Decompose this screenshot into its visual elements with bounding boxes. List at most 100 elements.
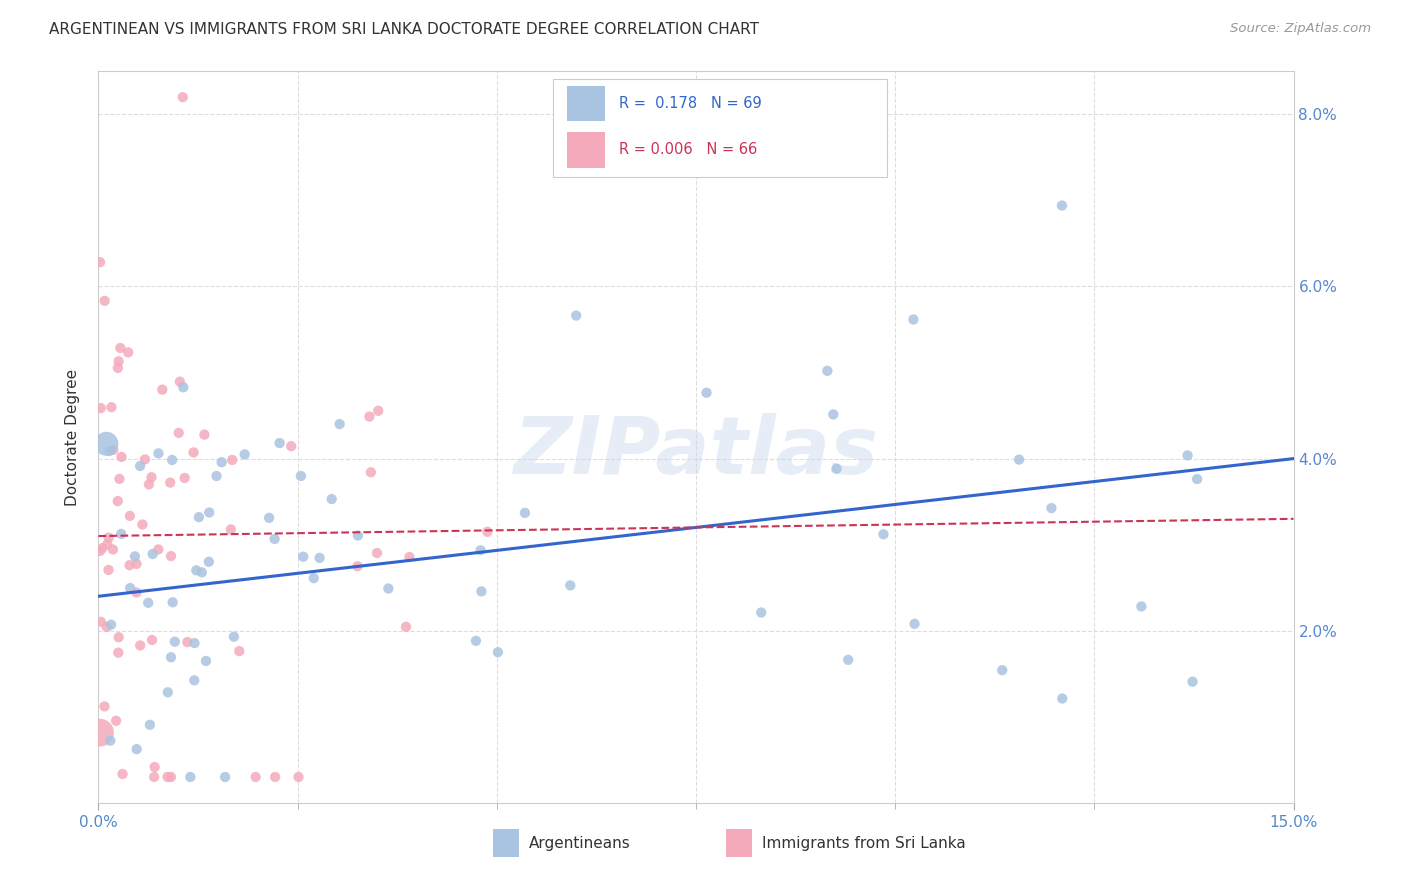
- Point: [219, 522, 242, 536]
- Text: R = 0.006   N = 66: R = 0.006 N = 66: [620, 143, 758, 158]
- Point: [211, 455, 233, 469]
- Point: [156, 685, 179, 699]
- FancyBboxPatch shape: [553, 78, 887, 178]
- Point: [148, 446, 170, 460]
- Point: [103, 442, 125, 457]
- Point: [172, 90, 194, 104]
- Point: [100, 617, 122, 632]
- Point: [290, 469, 312, 483]
- Point: [269, 436, 291, 450]
- Point: [101, 542, 124, 557]
- Point: [398, 549, 420, 564]
- Point: [98, 444, 121, 458]
- Point: [186, 563, 208, 577]
- Point: [214, 770, 236, 784]
- Point: [228, 644, 250, 658]
- Point: [903, 312, 925, 326]
- Point: [1040, 501, 1063, 516]
- Point: [179, 770, 201, 784]
- Point: [163, 634, 186, 648]
- Point: [172, 380, 194, 394]
- Point: [125, 585, 148, 599]
- Point: [565, 309, 588, 323]
- Point: [96, 437, 118, 451]
- Point: [107, 646, 129, 660]
- Point: [1052, 691, 1074, 706]
- Point: [749, 606, 772, 620]
- Point: [823, 408, 845, 422]
- Point: [159, 475, 181, 490]
- Point: [477, 524, 499, 539]
- Point: [124, 549, 146, 564]
- Point: [93, 293, 115, 308]
- Point: [142, 547, 165, 561]
- Bar: [567, 86, 605, 121]
- Point: [360, 465, 382, 479]
- Point: [98, 733, 121, 747]
- Point: [89, 544, 111, 558]
- Point: [107, 354, 129, 368]
- Point: [118, 508, 141, 523]
- Point: [96, 537, 118, 551]
- Point: [91, 541, 114, 556]
- Point: [160, 549, 183, 563]
- Point: [513, 506, 536, 520]
- Point: [160, 453, 183, 467]
- Point: [136, 596, 159, 610]
- Point: [903, 616, 925, 631]
- Point: [173, 471, 195, 485]
- Text: R =  0.178   N = 69: R = 0.178 N = 69: [620, 96, 762, 112]
- Point: [1177, 449, 1199, 463]
- Text: Argentineans: Argentineans: [529, 836, 630, 851]
- Point: [108, 472, 131, 486]
- Y-axis label: Doctorate Degree: Doctorate Degree: [65, 368, 80, 506]
- Point: [302, 571, 325, 585]
- Point: [110, 527, 132, 541]
- Point: [1185, 472, 1208, 486]
- Point: [346, 559, 368, 574]
- Point: [377, 582, 399, 596]
- Point: [194, 654, 217, 668]
- Point: [107, 360, 129, 375]
- Point: [90, 401, 112, 416]
- Point: [367, 404, 389, 418]
- Point: [150, 383, 173, 397]
- Point: [97, 531, 120, 545]
- Point: [198, 555, 221, 569]
- Point: [90, 615, 112, 629]
- Point: [837, 653, 859, 667]
- Point: [205, 469, 228, 483]
- Point: [221, 453, 243, 467]
- Point: [233, 447, 256, 461]
- Point: [470, 543, 492, 558]
- Point: [183, 636, 205, 650]
- Point: [198, 506, 221, 520]
- Point: [176, 635, 198, 649]
- Point: [110, 341, 132, 355]
- Point: [125, 742, 148, 756]
- Point: [148, 542, 170, 557]
- Point: [160, 650, 183, 665]
- Point: [395, 620, 418, 634]
- Point: [125, 557, 148, 571]
- Point: [107, 630, 129, 644]
- Point: [1008, 452, 1031, 467]
- Text: Source: ZipAtlas.com: Source: ZipAtlas.com: [1230, 22, 1371, 36]
- Point: [486, 645, 509, 659]
- Point: [129, 458, 152, 473]
- Point: [560, 578, 582, 592]
- Point: [347, 528, 370, 542]
- Point: [162, 595, 184, 609]
- Point: [696, 385, 718, 400]
- Point: [321, 491, 343, 506]
- Point: [183, 445, 205, 459]
- Point: [156, 770, 179, 784]
- Bar: [725, 830, 752, 857]
- Point: [134, 452, 156, 467]
- Point: [160, 770, 183, 784]
- Point: [141, 470, 163, 484]
- Text: Immigrants from Sri Lanka: Immigrants from Sri Lanka: [762, 836, 966, 851]
- Bar: [567, 132, 605, 168]
- Point: [100, 400, 122, 414]
- Point: [991, 663, 1014, 677]
